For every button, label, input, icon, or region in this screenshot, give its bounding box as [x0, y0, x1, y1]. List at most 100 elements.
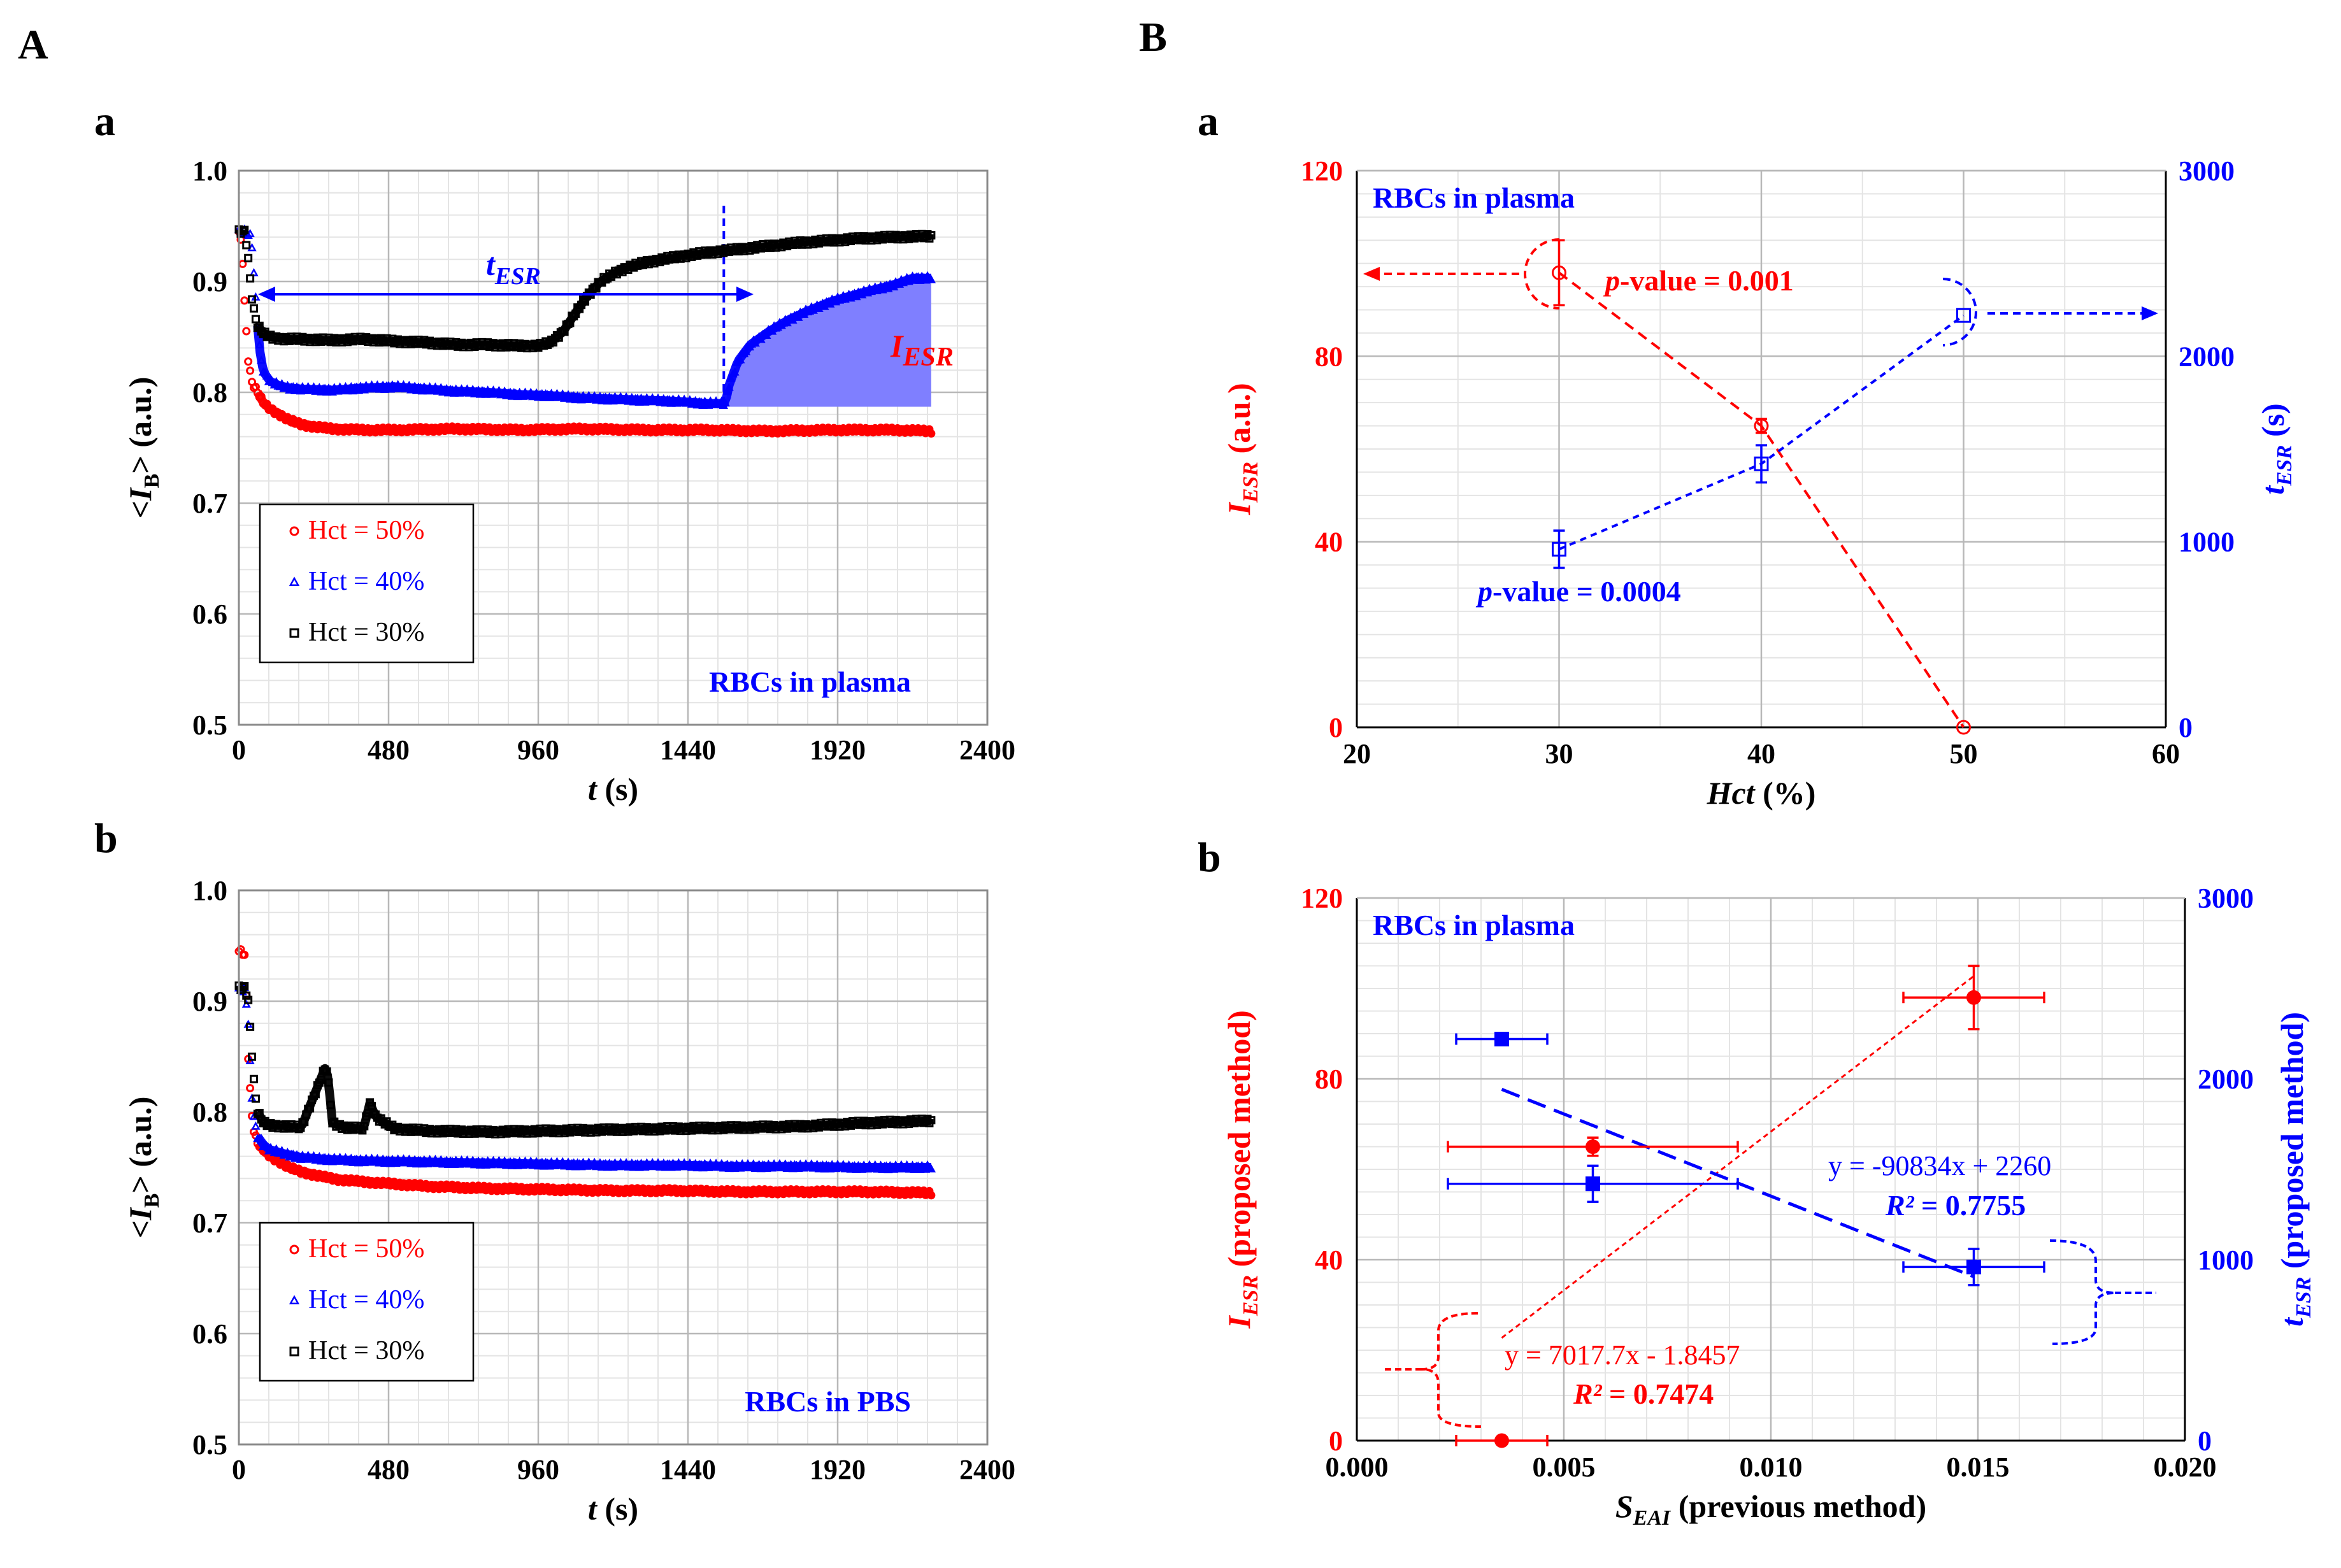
data-point [251, 1094, 260, 1103]
series-band [254, 390, 933, 436]
blue-arrowhead-right [2142, 306, 2158, 320]
data-point [1956, 308, 1971, 323]
panel-label-Bb: b [1198, 834, 1221, 881]
series-band [254, 1064, 933, 1137]
corner-label: RBCs in plasma [1373, 909, 1575, 941]
x-tick-label: 0 [232, 1454, 246, 1485]
data-point [244, 357, 253, 366]
data-point [1494, 1032, 1509, 1047]
corner-label: RBCs in plasma [1373, 182, 1575, 214]
corner-label: RBCs in plasma [709, 666, 911, 698]
data-point [240, 225, 249, 234]
series-t_ESR [1447, 1032, 2045, 1286]
data-point [244, 995, 253, 1004]
x-tick-label: 960 [517, 1454, 559, 1485]
series-band [254, 1140, 933, 1198]
data-point [240, 950, 249, 959]
legend-marker [289, 1346, 299, 1357]
corner-label: RBCs in PBS [745, 1385, 911, 1418]
x-tick-label: 1440 [660, 734, 716, 766]
data-point [1586, 1139, 1600, 1154]
x-tick-label: 960 [517, 734, 559, 766]
y2-tick-label: 0 [2198, 1425, 2212, 1457]
p-value-blue-label: p-value = 0.0004 [1475, 575, 1681, 608]
y-tick-label: 0 [1329, 712, 1343, 743]
x-tick-label: 0.020 [2154, 1451, 2217, 1483]
data-point [1966, 1259, 1981, 1274]
series-band [254, 231, 933, 350]
p-value-red-label: p-value = 0.001 [1603, 264, 1794, 297]
data-point [246, 1022, 255, 1031]
y-tick-label: 1.0 [192, 155, 227, 187]
chart-Ab: 0 480 960 1440 1920 2400 0.5 0.6 0.7 0.8 0.9 1.0 t (… [122, 875, 1015, 1527]
data-point [248, 1052, 257, 1061]
data-point [251, 1121, 261, 1130]
y-tick-label: 0.6 [192, 599, 227, 630]
t-esr-annotation: tESR [258, 246, 754, 302]
x-tick-label: 480 [368, 1454, 410, 1485]
panel-label-Ba: a [1198, 98, 1219, 145]
p-value-red-annotation: p-value = 0.001 [1363, 238, 1794, 310]
y2-tick-label: 2000 [2198, 1064, 2254, 1095]
y-tick-label: 0.7 [192, 488, 227, 519]
data-point [250, 1074, 258, 1083]
y-tick-label: 0.7 [192, 1208, 227, 1239]
plot-frame [238, 169, 989, 726]
data-point [1754, 418, 1769, 434]
red-dashed-bracket [1524, 238, 1560, 310]
legend-entry: Hct = 30% [308, 618, 424, 647]
data-point [1552, 541, 1566, 557]
x-axis-label: SEAI (previous method) [1615, 1488, 1926, 1530]
r2-blue-label: R² = 0.7755 [1885, 1189, 2026, 1222]
x-tick-label: 0 [232, 734, 246, 766]
legend-marker [289, 628, 299, 638]
data-point [246, 274, 255, 283]
i-esr-annotation: IESR [890, 328, 954, 372]
y2-tick-label: 2000 [2179, 341, 2235, 372]
data-point [1966, 990, 1981, 1005]
data-point [1754, 456, 1769, 471]
series-I_ESR [1447, 964, 2045, 1448]
data-point [1552, 265, 1566, 280]
panel-label-B: B [1139, 14, 1167, 61]
blue-curly-bracket [2049, 1239, 2115, 1345]
chart-Aa: 0 480 960 1440 1920 2400 0.5 0.6 0.7 0.8 0.9 1.0 t (… [122, 155, 1015, 807]
y-tick-label: 80 [1315, 341, 1343, 372]
data-point [242, 991, 251, 1000]
panel-label-Aa: a [94, 98, 115, 145]
chart-Bb: 0.000 0.005 0.010 0.015 0.020040801200100020… [1221, 883, 2316, 1530]
data-point [242, 241, 251, 250]
t-esr-arrowhead-right [736, 287, 754, 302]
t-esr-arrowhead-left [258, 287, 275, 302]
eq-blue-label: y = -90834x + 2260 [1828, 1150, 2051, 1181]
y-tick-label: 0.9 [192, 986, 227, 1017]
y2-tick-label: 1000 [2198, 1244, 2254, 1276]
x-tick-label: 0.005 [1533, 1451, 1596, 1483]
panel-label-A: A [18, 22, 48, 68]
data-point [250, 304, 258, 313]
y2-tick-label: 0 [2179, 712, 2193, 743]
y-axis-label-left: IESR (proposed method) [1221, 1010, 1263, 1329]
x-tick-label: 1920 [810, 734, 866, 766]
red-arrowhead-left [1363, 267, 1380, 281]
y-tick-label: 0.5 [192, 1429, 227, 1460]
legend-marker [289, 526, 299, 536]
x-tick-label: 2400 [959, 734, 1015, 766]
y2-tick-label: 1000 [2179, 527, 2235, 558]
p-value-blue-annotation: p-value = 0.0004 [1475, 278, 2158, 608]
x-tick-label: 50 [1950, 738, 1978, 769]
series-t_ESR [1552, 308, 1971, 569]
y-axis-label: <IB> (a.u.) [122, 377, 164, 519]
i-esr-fill-area [725, 278, 931, 407]
y-tick-label: 0.8 [192, 1097, 227, 1128]
r2-red-label: R² = 0.7474 [1573, 1378, 1714, 1410]
x-tick-label: 1920 [810, 1454, 866, 1485]
series-band [253, 273, 933, 408]
data-point [1494, 1433, 1509, 1448]
legend-entry: Hct = 40% [308, 567, 424, 596]
y2-tick-label: 3000 [2198, 883, 2254, 914]
data-point [242, 327, 251, 336]
legend-entry: Hct = 50% [308, 516, 424, 545]
data-point [244, 253, 253, 262]
